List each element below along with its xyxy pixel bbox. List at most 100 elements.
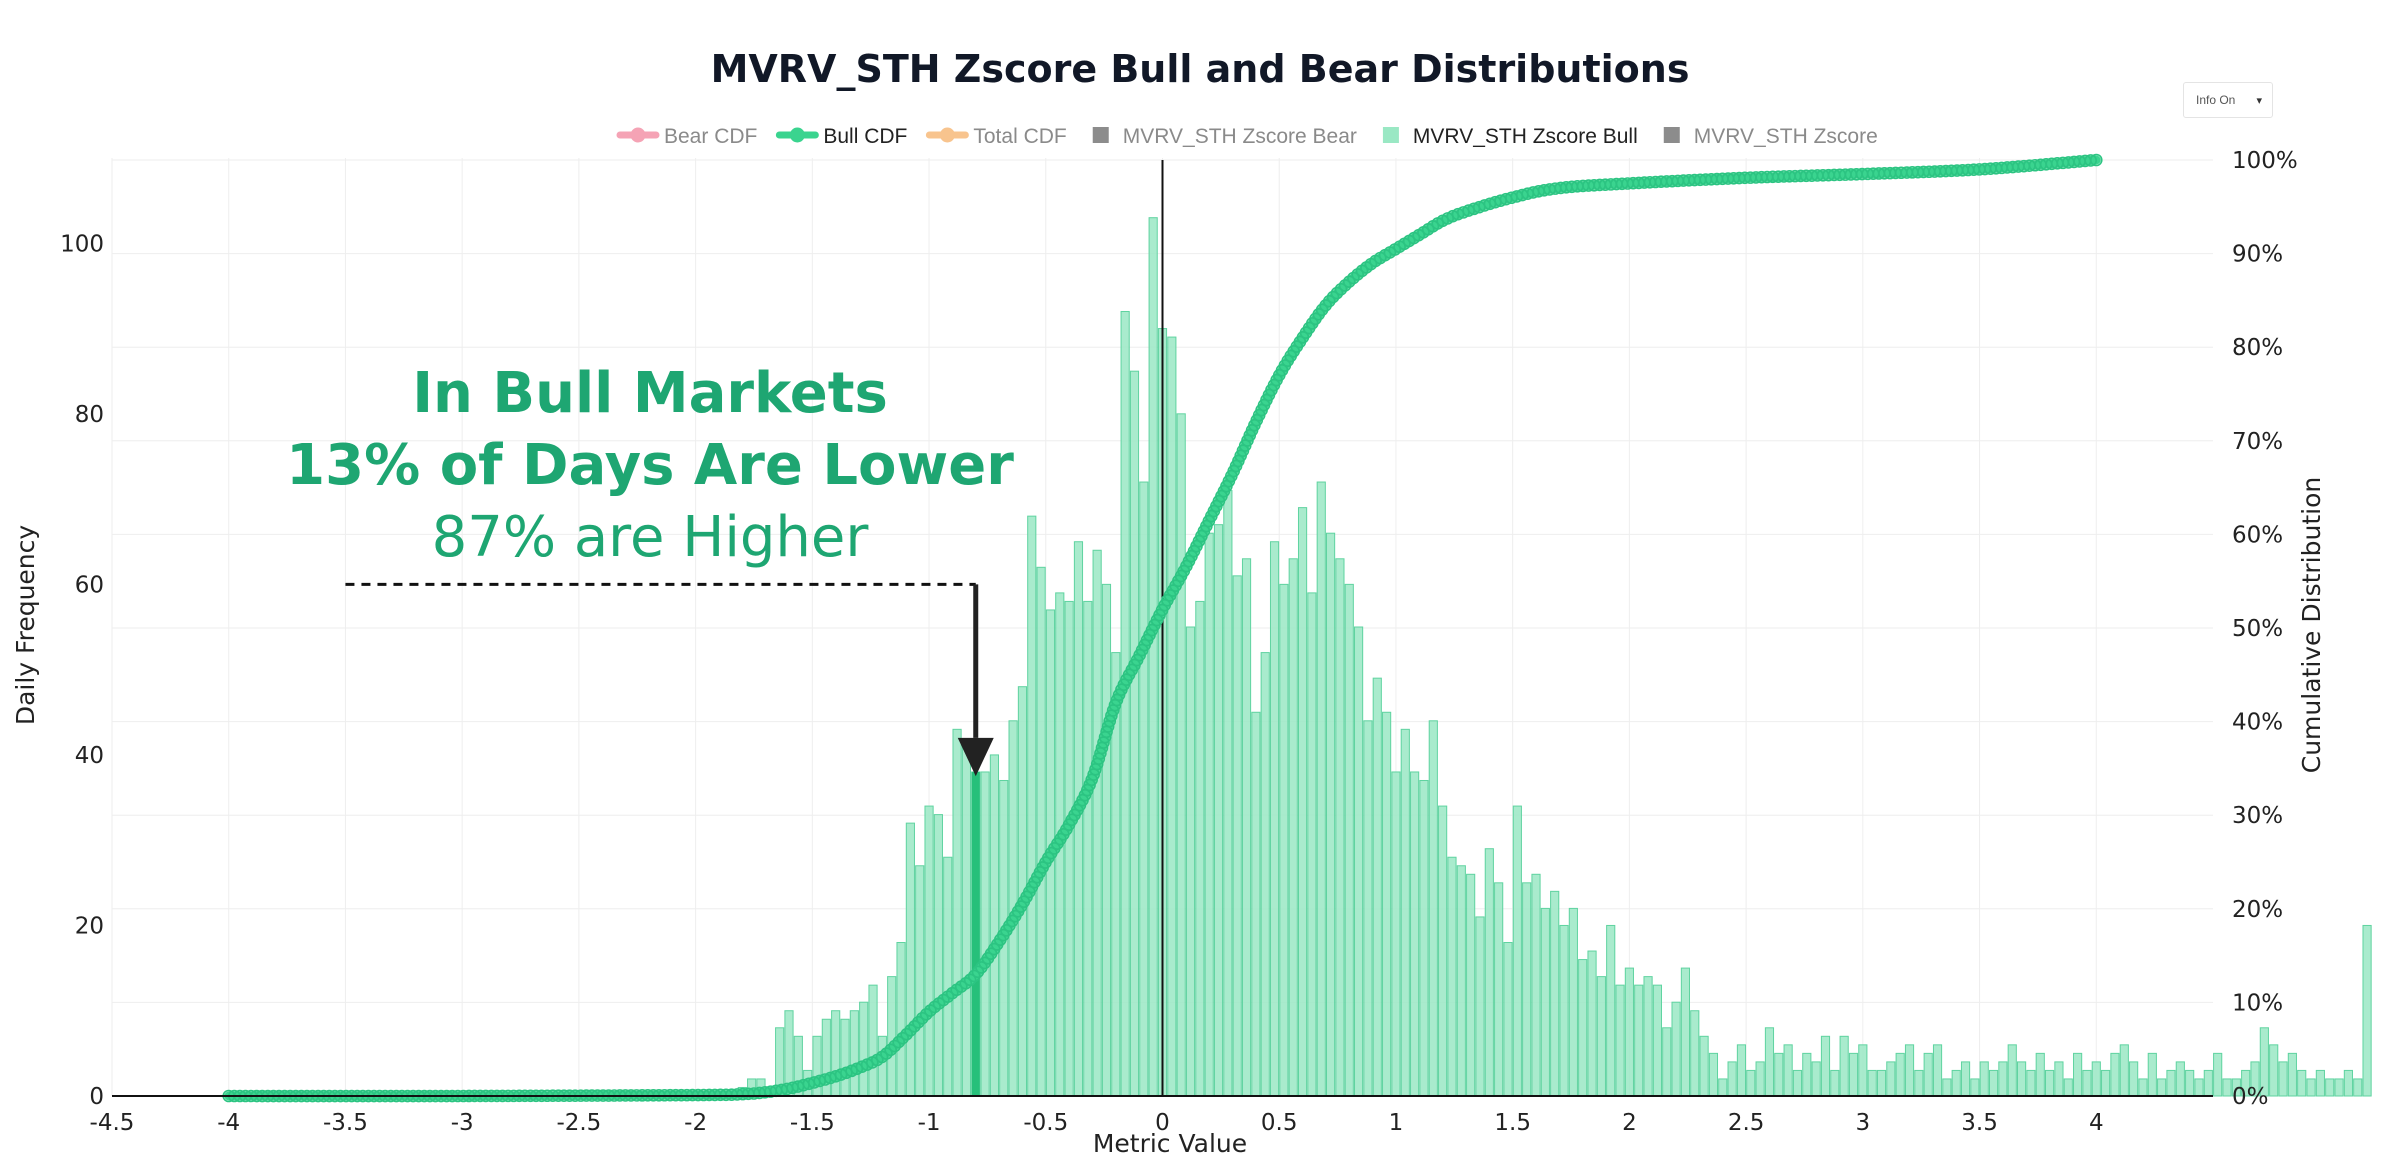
legend-label: MVRV_STH Zscore Bull	[1413, 125, 1638, 148]
histogram-bar	[1596, 976, 1606, 1097]
histogram-bar	[1382, 711, 1392, 1097]
x-tick-label: 1.5	[1494, 1110, 1531, 1136]
histogram-bar	[1307, 592, 1317, 1097]
histogram-bar	[1269, 541, 1280, 1097]
histogram-bar	[1830, 1069, 1840, 1097]
histogram-bar	[1344, 583, 1354, 1097]
histogram-bar	[1512, 805, 1522, 1097]
legend-item-zscore_bear: MVRV_STH Zscore Bear	[1092, 125, 1357, 148]
y2-tick-label: 10%	[2232, 990, 2283, 1016]
bull-cdf-point	[1334, 282, 1348, 296]
legend-label: Bull CDF	[823, 125, 907, 148]
histogram-bar	[989, 754, 1000, 1097]
histogram-bar	[1652, 984, 1662, 1097]
legend-swatch-dot	[630, 127, 646, 143]
x-tick-label: 0.5	[1261, 1110, 1298, 1136]
x-tick-label: -1	[918, 1110, 941, 1136]
histogram-bar	[1363, 720, 1373, 1097]
bull-cdf-point	[908, 1019, 921, 1033]
histogram-bar	[1559, 924, 1569, 1097]
y2-tick-label: 20%	[2232, 897, 2283, 923]
bull-cdf-line	[224, 155, 2101, 1101]
y-tick-label: 0	[89, 1084, 104, 1110]
histogram-bar	[1092, 549, 1102, 1097]
info-toggle-dropdown[interactable]: Info On ▾	[2183, 82, 2273, 118]
histogram-bar	[877, 1035, 887, 1097]
bull-cdf-series	[222, 153, 2103, 1103]
histogram-bar	[1456, 865, 1466, 1097]
histogram-bar	[1923, 1052, 1933, 1097]
x-tick-label: -3	[451, 1110, 474, 1136]
histogram-bar	[1876, 1069, 1887, 1097]
bull-cdf-point	[1342, 275, 1356, 288]
histogram-bar	[2315, 1069, 2325, 1097]
y-tick-label: 60	[75, 572, 104, 598]
histogram-bar	[1783, 1044, 1793, 1097]
histogram-bar	[1260, 652, 1270, 1097]
y2-tick-label: 50%	[2232, 616, 2283, 642]
histogram-bar	[2203, 1069, 2213, 1097]
histogram-bar	[2175, 1061, 2185, 1097]
histogram-bar	[1820, 1035, 1831, 1097]
histogram-bar	[2119, 1044, 2129, 1097]
histogram-bar	[2325, 1078, 2335, 1097]
histogram-bar	[905, 822, 915, 1097]
histogram-bar	[1568, 907, 1578, 1097]
histogram-bar	[1325, 532, 1336, 1097]
histogram-bar	[943, 856, 953, 1097]
histogram-bar	[2231, 1078, 2241, 1097]
histogram-bar	[1428, 720, 1438, 1097]
histogram-bar	[1792, 1069, 1803, 1097]
bull-cdf-point	[1338, 279, 1352, 292]
histogram-bar	[1335, 558, 1345, 1097]
histogram-bar	[1475, 916, 1485, 1097]
histogram-bar	[1466, 873, 1476, 1097]
histogram-bar	[1690, 1010, 1700, 1097]
legend-item-bull_cdf: Bull CDF	[775, 125, 907, 148]
tick-labels: -4.5 -4 -3.5 -3 -2.5 -2 -1.5 -1 -0.5 0 0.5 1 1.5 2 2.5…	[60, 148, 2298, 1136]
histogram-bar	[1036, 566, 1046, 1097]
bull-cdf-point	[1106, 704, 1120, 717]
legend-item-zscore_total: MVRV_STH Zscore	[1663, 125, 1878, 148]
histogram-bar	[1998, 1061, 2008, 1097]
histogram-bar	[896, 942, 906, 1097]
histogram-bar	[1960, 1061, 1971, 1097]
y2-tick-label: 60%	[2232, 522, 2283, 548]
histogram-bar	[1419, 779, 1429, 1097]
annotation-arrow-head	[957, 737, 994, 777]
histogram-bar	[1718, 1078, 1728, 1097]
x-tick-label: -4	[217, 1110, 240, 1136]
x-tick-label: -3.5	[323, 1110, 368, 1136]
histogram-bar	[2016, 1061, 2027, 1097]
histogram-bar	[1867, 1069, 1877, 1097]
histogram-bar	[1391, 771, 1401, 1097]
histogram-bar	[1316, 481, 1326, 1097]
histogram-bar	[1895, 1052, 1905, 1097]
histogram-bar	[1148, 217, 1158, 1097]
histogram-bar	[1251, 711, 1261, 1097]
y2-tick-label: 70%	[2232, 429, 2283, 455]
histogram-bar	[2353, 1078, 2363, 1097]
histogram-bar	[1223, 490, 1233, 1097]
histogram-bar	[1372, 677, 1382, 1097]
x-tick-label: -2	[684, 1110, 707, 1136]
bull-cdf-point	[967, 969, 981, 983]
legend-swatch-square	[1382, 127, 1399, 143]
histogram-bar	[2063, 1078, 2073, 1097]
histogram-bar	[2362, 924, 2372, 1097]
histogram-bar	[1979, 1061, 1989, 1097]
histogram-bar	[2026, 1069, 2036, 1097]
histogram-bar	[915, 865, 925, 1097]
histogram-bar	[1839, 1035, 1849, 1097]
legend-label: Total CDF	[973, 125, 1066, 148]
histogram-bar	[859, 1001, 869, 1097]
histogram-bar	[1886, 1061, 1896, 1097]
histogram-bar	[2091, 1061, 2101, 1097]
y2-axis-title: Cumulative Distribution	[2297, 477, 2326, 773]
histogram-bar	[1213, 524, 1224, 1097]
y-tick-label: 100	[60, 231, 104, 257]
histogram-bar	[2259, 1027, 2269, 1097]
x-tick-label: -1.5	[790, 1110, 835, 1136]
bull-cdf-point	[2089, 153, 2103, 167]
